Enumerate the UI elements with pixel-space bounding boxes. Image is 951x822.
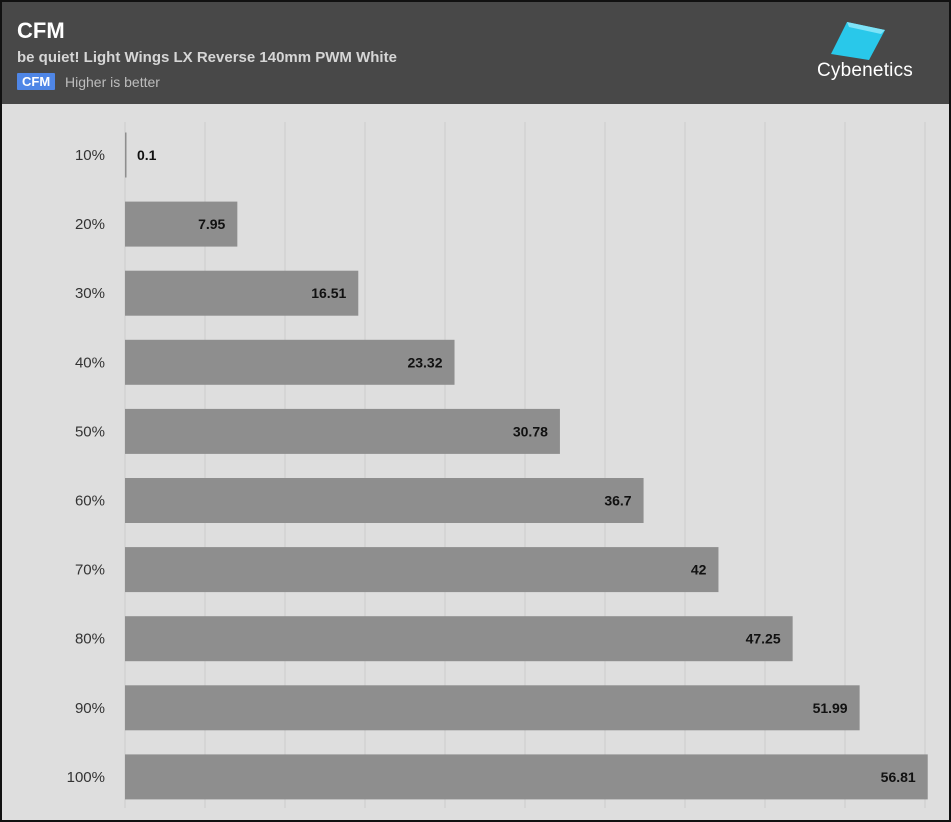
value-label: 30.78 (513, 423, 548, 439)
category-label: 20% (75, 216, 105, 233)
value-label: 16.51 (311, 285, 346, 301)
logo-text: Cybenetics (817, 60, 913, 81)
category-label: 10% (75, 147, 105, 164)
value-label: 23.32 (407, 354, 442, 370)
chart-header: CFM be quiet! Light Wings LX Reverse 140… (2, 2, 949, 104)
bar-100pct (125, 754, 928, 800)
bar-60pct (125, 478, 644, 523)
bar-40pct (125, 339, 455, 385)
value-label: 56.81 (881, 769, 916, 785)
value-label: 47.25 (746, 631, 781, 647)
category-label: 100% (67, 769, 105, 786)
category-label: 40% (75, 354, 105, 371)
bar-10pct (125, 132, 127, 178)
bar-50pct (125, 408, 560, 454)
value-label: 42 (691, 562, 707, 578)
category-label: 60% (75, 493, 105, 510)
legend-note: Higher is better (65, 74, 160, 90)
cybenetics-logo-icon (831, 22, 885, 60)
category-label: 30% (75, 285, 105, 302)
chart-subtitle: be quiet! Light Wings LX Reverse 140mm P… (17, 49, 397, 66)
value-label: 0.1 (137, 147, 157, 163)
value-label: 36.7 (604, 493, 631, 509)
legend-badge: CFM (17, 73, 56, 90)
cybenetics-logo: Cybenetics (817, 20, 922, 86)
bar-20pct (125, 201, 238, 247)
category-label: 90% (75, 700, 105, 717)
bar-80pct (125, 616, 793, 662)
bar-30pct (125, 270, 359, 316)
category-label: 50% (75, 423, 105, 440)
category-label: 80% (75, 631, 105, 648)
value-label: 51.99 (813, 700, 848, 716)
bar-90pct (125, 685, 860, 731)
chart-title: CFM (17, 18, 65, 43)
value-label: 7.95 (198, 216, 225, 232)
category-label: 70% (75, 562, 105, 579)
bar-70pct (125, 547, 719, 593)
